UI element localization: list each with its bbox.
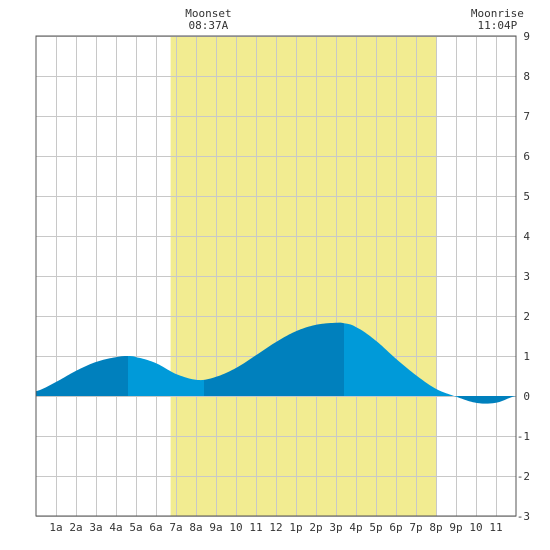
x-tick-label: 6a	[149, 521, 162, 534]
x-tick-label: 12	[269, 521, 282, 534]
x-tick-label: 8a	[189, 521, 202, 534]
tide-area-segment-4	[344, 323, 458, 398]
x-tick-label: 11	[489, 521, 502, 534]
x-tick-label: 2p	[309, 521, 322, 534]
moon-event-time: 08:37A	[189, 19, 229, 32]
x-tick-label: 8p	[429, 521, 442, 534]
y-tick-label: 2	[523, 310, 530, 323]
x-tick-labels: 1a 2a 3a 4a 5a 6a 7a 8a 9a 10 11 12 1p 2p 3p 4p 5p 6p 7p 8p…	[49, 521, 502, 534]
x-tick-label: 5a	[129, 521, 142, 534]
plot-frame	[35, 35, 517, 517]
tide-area-segment-1	[36, 356, 128, 396]
x-tick-label: 3a	[89, 521, 102, 534]
tide-area-layer	[36, 322, 516, 404]
y-tick-label: 9	[523, 30, 530, 43]
x-tick-label: 9p	[449, 521, 462, 534]
x-tick-label: 6p	[389, 521, 402, 534]
x-tick-label: 1p	[289, 521, 302, 534]
y-tick-label: -1	[517, 430, 530, 443]
x-tick-label: 11	[249, 521, 262, 534]
y-tick-labels: -3 -2 -1 0 1 2 3 4 5 6 7 8 9	[517, 30, 531, 523]
moon-event-time: 11:04P	[478, 19, 518, 32]
y-tick-label: 8	[523, 70, 530, 83]
x-tick-label: 5p	[369, 521, 382, 534]
x-tick-label: 4p	[349, 521, 362, 534]
y-tick-label: 4	[523, 230, 530, 243]
moon-event-label: Moonrise	[471, 7, 524, 20]
y-tick-label: -2	[517, 470, 530, 483]
grid-layer	[36, 36, 516, 517]
tide-area-segment-3	[204, 322, 344, 396]
x-tick-label: 7a	[169, 521, 182, 534]
x-tick-label: 2a	[69, 521, 82, 534]
x-tick-label: 1a	[49, 521, 62, 534]
y-tick-label: 5	[523, 190, 530, 203]
tide-area-segment-2	[128, 356, 204, 396]
y-tick-label: 0	[523, 390, 530, 403]
x-tick-label: 9a	[209, 521, 222, 534]
y-tick-label: 6	[523, 150, 530, 163]
x-tick-label: 4a	[109, 521, 122, 534]
x-tick-label: 10	[229, 521, 242, 534]
x-tick-label: 10	[469, 521, 482, 534]
y-tick-label: 7	[523, 110, 530, 123]
tide-area-segment-5	[458, 396, 516, 404]
y-tick-label: 1	[523, 350, 530, 363]
moon-event-label: Moonset	[185, 7, 231, 20]
y-tick-label: 3	[523, 270, 530, 283]
x-tick-label: 7p	[409, 521, 422, 534]
x-tick-label: 3p	[329, 521, 342, 534]
y-tick-label: -3	[517, 510, 530, 523]
